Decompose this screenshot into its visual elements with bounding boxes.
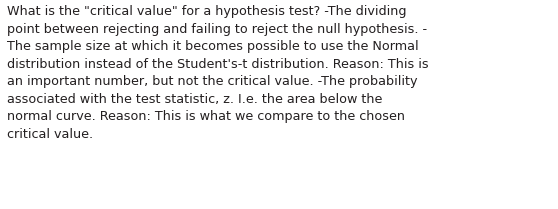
- Text: What is the "critical value" for a hypothesis test? -The dividing
point between : What is the "critical value" for a hypot…: [7, 5, 429, 141]
